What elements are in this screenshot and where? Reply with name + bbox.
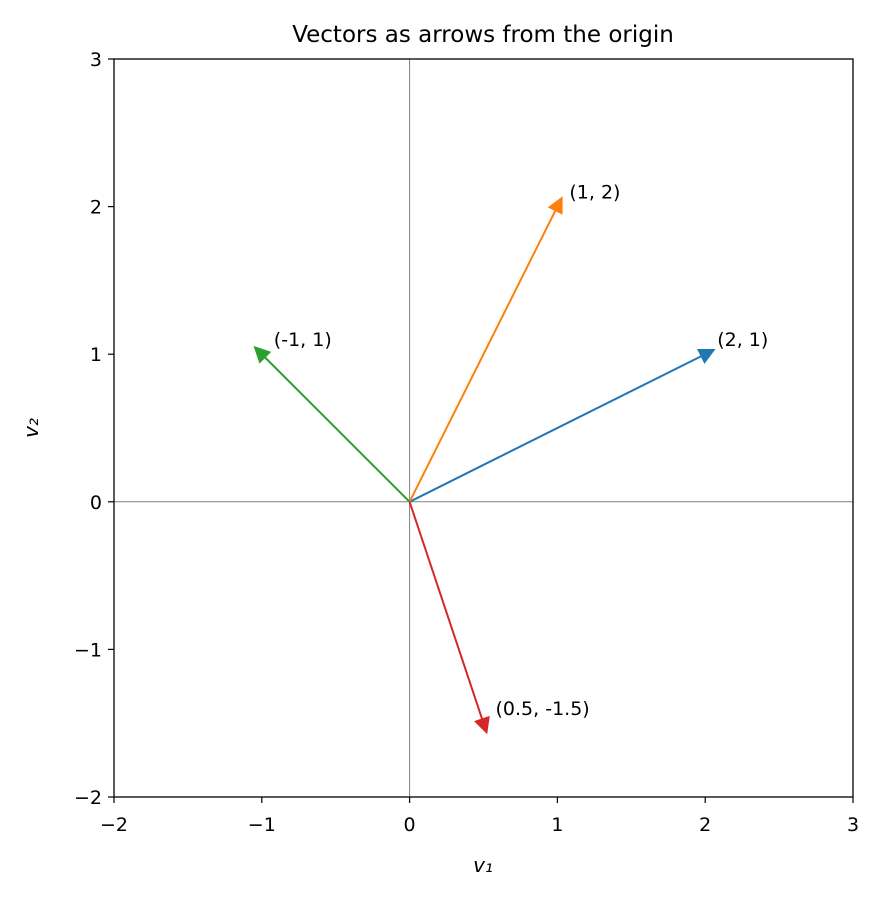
vector-label: (-1, 1) bbox=[274, 329, 332, 351]
y-tick-label: 3 bbox=[90, 49, 102, 71]
x-tick-label: 3 bbox=[847, 814, 859, 836]
vector-label: (2, 1) bbox=[717, 329, 768, 351]
vector-shaft bbox=[264, 356, 411, 503]
vector-head bbox=[474, 715, 490, 735]
y-tick-label: −2 bbox=[74, 787, 102, 809]
y-axis-label: v₂ bbox=[19, 418, 43, 438]
x-tick-label: 0 bbox=[404, 814, 416, 836]
y-tick-label: 1 bbox=[90, 344, 102, 366]
y-tick-label: 0 bbox=[90, 492, 102, 514]
plot-frame bbox=[113, 58, 854, 798]
vector-shaft bbox=[409, 355, 702, 503]
x-tick-label: 1 bbox=[551, 814, 563, 836]
x-tick-label: −2 bbox=[100, 814, 128, 836]
x-tick-label: 2 bbox=[699, 814, 711, 836]
vector-head bbox=[547, 196, 563, 215]
x-tick-label: −1 bbox=[248, 814, 276, 836]
vector-shaft bbox=[408, 501, 484, 720]
vector-shaft bbox=[408, 210, 557, 503]
x-axis-label: v₁ bbox=[473, 853, 493, 877]
vector-label: (0.5, -1.5) bbox=[496, 698, 590, 720]
vector-head bbox=[697, 348, 716, 364]
y-tick-label: 2 bbox=[90, 197, 102, 219]
vector-head bbox=[253, 345, 272, 364]
y-tick-label: −1 bbox=[74, 639, 102, 661]
vector-label: (1, 2) bbox=[569, 182, 620, 204]
chart-title: Vectors as arrows from the origin bbox=[292, 22, 674, 48]
